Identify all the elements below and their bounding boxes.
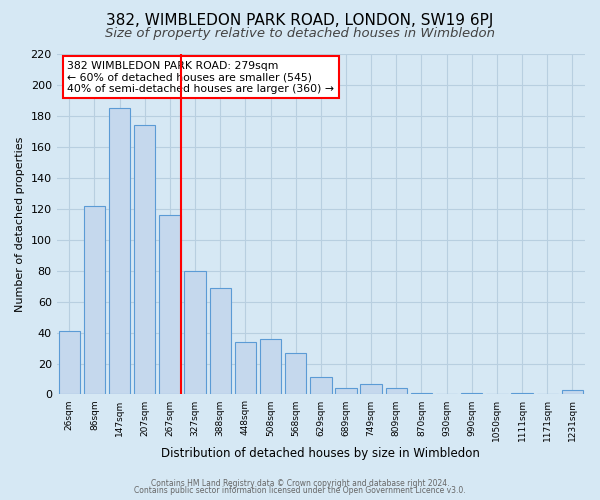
Bar bbox=[411, 393, 432, 394]
Bar bbox=[386, 388, 407, 394]
Bar bbox=[84, 206, 105, 394]
Bar bbox=[335, 388, 356, 394]
Text: Size of property relative to detached houses in Wimbledon: Size of property relative to detached ho… bbox=[105, 28, 495, 40]
Bar bbox=[134, 125, 155, 394]
Bar bbox=[235, 342, 256, 394]
Text: 382 WIMBLEDON PARK ROAD: 279sqm
← 60% of detached houses are smaller (545)
40% o: 382 WIMBLEDON PARK ROAD: 279sqm ← 60% of… bbox=[67, 61, 334, 94]
Bar bbox=[285, 352, 307, 395]
Y-axis label: Number of detached properties: Number of detached properties bbox=[15, 136, 25, 312]
Text: Contains HM Land Registry data © Crown copyright and database right 2024.: Contains HM Land Registry data © Crown c… bbox=[151, 478, 449, 488]
Bar bbox=[461, 393, 482, 394]
Bar bbox=[562, 390, 583, 394]
Bar bbox=[310, 378, 332, 394]
Bar bbox=[260, 338, 281, 394]
Bar bbox=[109, 108, 130, 395]
Bar bbox=[59, 331, 80, 394]
X-axis label: Distribution of detached houses by size in Wimbledon: Distribution of detached houses by size … bbox=[161, 447, 480, 460]
Text: Contains public sector information licensed under the Open Government Licence v3: Contains public sector information licen… bbox=[134, 486, 466, 495]
Bar bbox=[184, 270, 206, 394]
Bar bbox=[361, 384, 382, 394]
Bar bbox=[159, 215, 181, 394]
Text: 382, WIMBLEDON PARK ROAD, LONDON, SW19 6PJ: 382, WIMBLEDON PARK ROAD, LONDON, SW19 6… bbox=[106, 12, 494, 28]
Bar bbox=[511, 393, 533, 394]
Bar bbox=[209, 288, 231, 395]
